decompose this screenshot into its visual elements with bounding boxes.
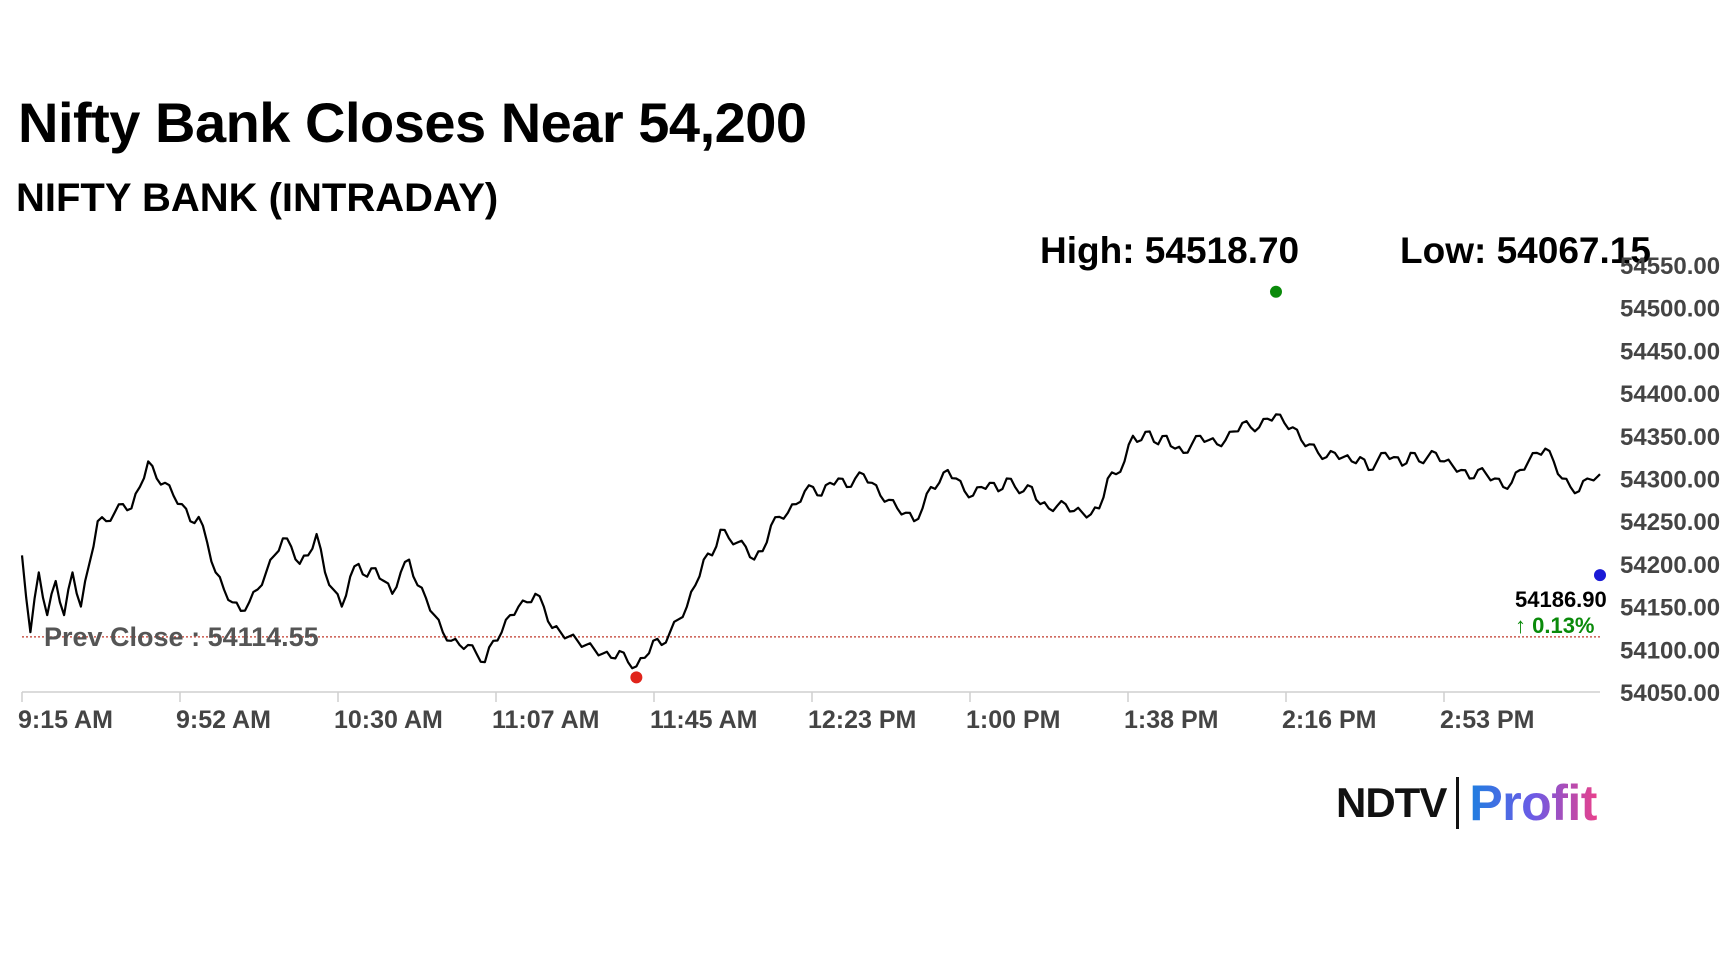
x-tick-label: 11:45 AM [650,706,757,734]
x-tick-label: 11:07 AM [492,706,599,734]
x-tick-label: 12:23 PM [808,706,916,734]
last-marker [1594,569,1606,582]
chart-title: NIFTY BANK (INTRADAY) [16,176,499,220]
y-tick-label: 54550.00 [1620,253,1720,280]
y-tick-label: 54050.00 [1620,680,1720,707]
logo-profit: Profit [1469,775,1597,831]
low-label: Low: 54067.15 [1400,230,1651,271]
low-marker [630,671,643,684]
high-marker [1269,285,1282,298]
high-label: High: 54518.70 [1040,230,1300,271]
x-tick-label: 2:16 PM [1282,706,1376,734]
x-tick-label: 2:53 PM [1440,706,1534,734]
y-tick-label: 54400.00 [1620,381,1720,408]
logo-ndtv: NDTV [1336,779,1447,826]
headline: Nifty Bank Closes Near 54,200 [18,91,807,154]
x-axis: 9:15 AM 9:52 AM 10:30 AM 11:07 AM 11:45 AM 12… [18,691,1600,734]
y-tick-label: 54500.00 [1620,296,1720,323]
y-tick-label: 54250.00 [1620,509,1720,536]
y-tick-label: 54350.00 [1620,424,1720,451]
ndtv-profit-logo: NDTV Profit [1336,772,1597,834]
y-tick-label: 54150.00 [1620,595,1720,622]
x-tick-label: 10:30 AM [334,706,443,734]
y-tick-label: 54100.00 [1620,637,1720,664]
x-tick-label: 1:38 PM [1124,706,1218,734]
y-tick-label: 54450.00 [1620,338,1720,365]
last-value-label: 54186.90 [1515,587,1607,612]
x-tick-label: 9:15 AM [18,706,113,734]
change-label: ↑ 0.13% [1515,613,1595,638]
prev-close-label: Prev Close : 54114.55 [44,622,319,652]
y-tick-label: 54200.00 [1620,552,1720,579]
x-tick-label: 9:52 AM [176,706,271,734]
logo-separator [1456,777,1460,829]
y-axis: 54050.00 54100.00 54150.00 54200.00 54250.00… [1620,253,1720,707]
x-tick-label: 1:00 PM [966,706,1060,734]
y-tick-label: 54300.00 [1620,467,1720,494]
price-line [20,413,1601,670]
